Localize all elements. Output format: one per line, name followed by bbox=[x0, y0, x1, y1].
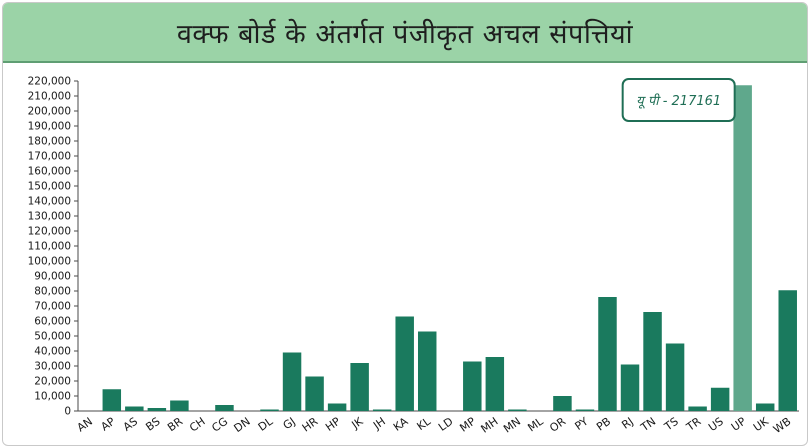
y-tick-label: 200,000 bbox=[28, 106, 71, 118]
bar-us bbox=[710, 387, 730, 411]
y-tick-label: 160,000 bbox=[28, 166, 71, 178]
y-tick-label: 140,000 bbox=[28, 196, 71, 208]
category-label-bs: BS bbox=[143, 415, 162, 434]
bar-br bbox=[170, 400, 189, 411]
category-label-dl: DL bbox=[256, 414, 276, 434]
category-label-hr: HR bbox=[300, 415, 321, 435]
y-tick-label: 180,000 bbox=[28, 136, 71, 148]
y-tick-label: 30,000 bbox=[34, 361, 71, 373]
category-label-mn: MN bbox=[501, 415, 523, 436]
bar-jh bbox=[372, 409, 392, 411]
category-labels: AN AP AS BS BR CH CG DN DL GJ HR HP JK JH KA KL LD MP MH MN… bbox=[75, 414, 794, 436]
y-tick-label: 0 bbox=[64, 406, 71, 418]
category-label-tn: TN bbox=[638, 415, 659, 435]
bar-ap bbox=[102, 389, 122, 411]
bar-mp bbox=[463, 361, 482, 411]
bar-jk bbox=[350, 363, 369, 411]
category-label-ml: ML bbox=[525, 414, 546, 434]
bar-hp bbox=[327, 403, 347, 411]
category-label-ka: KA bbox=[391, 415, 411, 434]
y-tick-label: 10,000 bbox=[34, 391, 71, 403]
bar-uk bbox=[755, 403, 775, 411]
bar-bs bbox=[147, 408, 167, 411]
y-tick-label: 70,000 bbox=[34, 301, 71, 313]
bar-wb bbox=[778, 290, 797, 411]
category-label-dn: DN bbox=[232, 415, 253, 435]
bars bbox=[102, 85, 797, 412]
y-tick-label: 170,000 bbox=[28, 151, 71, 163]
bar-tn bbox=[643, 312, 662, 411]
bar-tr bbox=[688, 406, 707, 411]
category-label-jh: JH bbox=[370, 415, 388, 433]
category-label-us: US bbox=[706, 415, 726, 434]
category-label-mp: MP bbox=[457, 415, 478, 435]
y-tick-label: 220,000 bbox=[28, 76, 71, 88]
y-tick-label: 20,000 bbox=[34, 376, 71, 388]
category-label-as: AS bbox=[121, 415, 140, 434]
category-label-or: OR bbox=[547, 415, 568, 435]
bar-dl bbox=[260, 409, 279, 411]
category-label-jk: JK bbox=[349, 414, 366, 432]
category-label-tr: TR bbox=[683, 415, 703, 435]
bar-cg bbox=[215, 405, 234, 411]
category-label-mh: MH bbox=[479, 415, 501, 436]
category-label-ts: TS bbox=[661, 415, 681, 434]
y-tick-label: 90,000 bbox=[34, 271, 71, 283]
y-tick-label: 120,000 bbox=[28, 226, 71, 238]
category-label-rj: RJ bbox=[619, 415, 635, 432]
annotation-callout: यू पी - 217161 bbox=[621, 78, 736, 122]
category-label-hp: HP bbox=[323, 415, 343, 434]
annotation-label: यू पी - 217161 bbox=[636, 93, 721, 109]
bar-kl bbox=[417, 331, 437, 411]
category-label-an: AN bbox=[75, 415, 95, 435]
y-tick-label: 100,000 bbox=[28, 256, 71, 268]
y-tick-label: 130,000 bbox=[28, 211, 71, 223]
y-tick-label: 80,000 bbox=[34, 286, 71, 298]
annotation-box bbox=[621, 78, 736, 122]
y-tick-label: 190,000 bbox=[28, 121, 71, 133]
bar-up bbox=[733, 85, 752, 412]
category-label-pb: PB bbox=[594, 415, 613, 434]
bar-as bbox=[125, 406, 144, 411]
bar-rj bbox=[620, 364, 640, 411]
category-label-ch: CH bbox=[187, 415, 208, 435]
category-label-ap: AP bbox=[98, 415, 117, 434]
y-tick-label: 60,000 bbox=[34, 316, 71, 328]
bar-mn bbox=[508, 409, 527, 411]
bar-hr bbox=[305, 376, 324, 411]
chart-title: वक्फ बोर्ड के अंतर्गत पंजीकृत अचल संपत्त… bbox=[176, 18, 634, 50]
bar-gj bbox=[282, 352, 302, 411]
category-label-cg: CG bbox=[209, 415, 230, 435]
y-tick-label: 210,000 bbox=[28, 91, 71, 103]
title-bar: वक्फ बोर्ड के अंतर्गत पंजीकृत अचल संपत्त… bbox=[3, 3, 807, 63]
bar-pb bbox=[598, 297, 617, 411]
bar-or bbox=[553, 396, 572, 411]
bar-ts bbox=[665, 343, 685, 411]
category-label-up: UP bbox=[729, 415, 749, 434]
bar-chart: 0 10,000 20,000 30,000 40,000 50,000 60,000 70,… bbox=[28, 76, 799, 436]
axes: 0 10,000 20,000 30,000 40,000 50,000 60,000 70,… bbox=[28, 76, 799, 418]
y-tick-label: 110,000 bbox=[28, 241, 71, 253]
category-label-wb: WB bbox=[771, 415, 794, 436]
bar-ka bbox=[395, 316, 414, 411]
category-label-br: BR bbox=[165, 415, 185, 435]
category-label-uk: UK bbox=[751, 414, 772, 434]
category-label-gj: GJ bbox=[281, 415, 298, 432]
category-label-ld: LD bbox=[436, 415, 455, 434]
category-label-py: PY bbox=[572, 415, 590, 433]
category-label-kl: KL bbox=[415, 414, 434, 433]
y-tick-label: 50,000 bbox=[34, 331, 71, 343]
y-tick-label: 40,000 bbox=[34, 346, 71, 358]
bar-py bbox=[575, 409, 595, 411]
bar-mh bbox=[485, 357, 505, 411]
y-tick-label: 150,000 bbox=[28, 181, 71, 193]
